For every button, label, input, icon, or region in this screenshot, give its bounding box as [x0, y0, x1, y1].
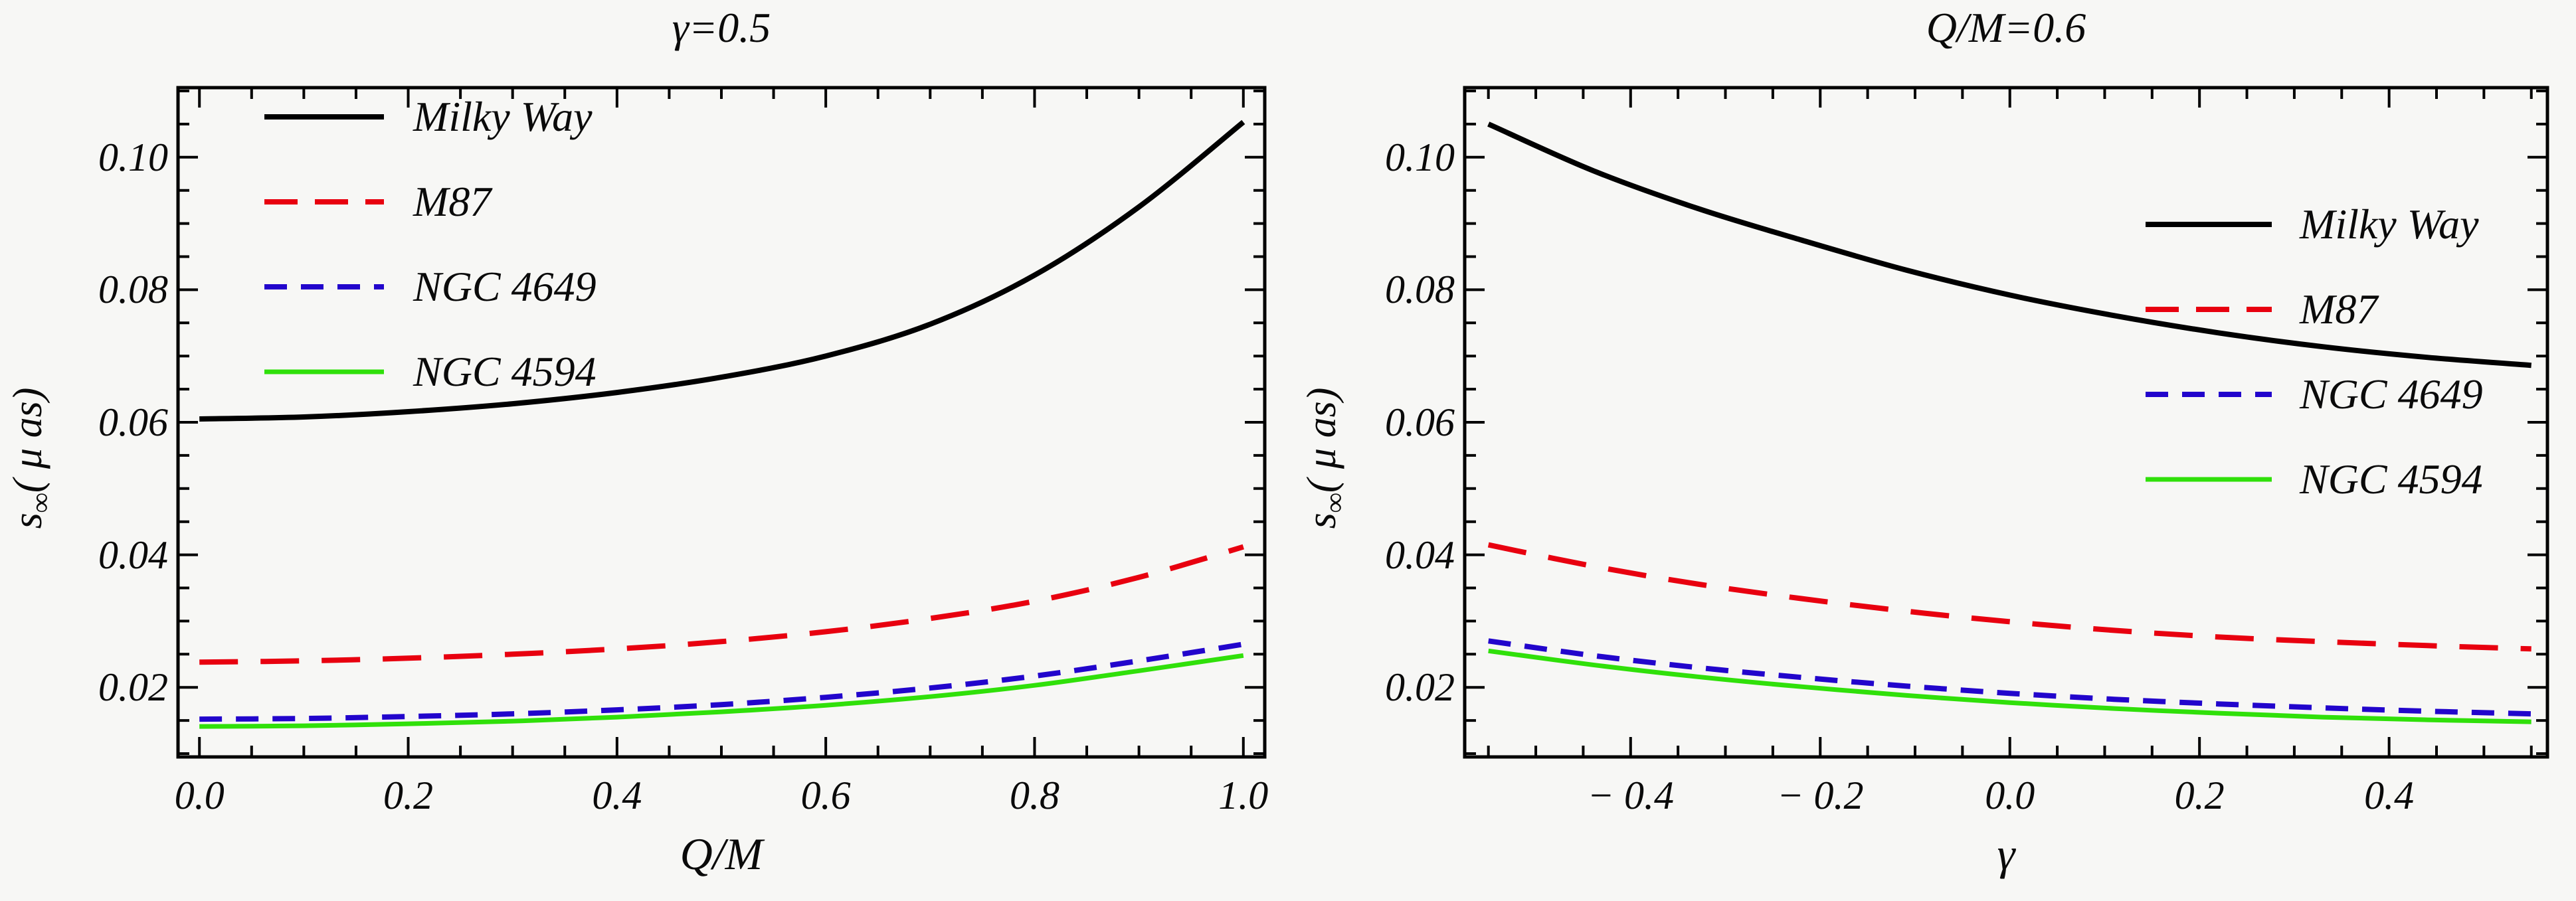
x-tick-label: 0.8	[1009, 774, 1059, 817]
x-tick-label: 0.6	[800, 774, 851, 817]
legend-item-label-ngc-4594: NGC 4594	[2300, 455, 2483, 503]
infinity-subscript: ∞	[25, 493, 57, 513]
legend-item-label-ngc-4594: NGC 4594	[413, 348, 597, 395]
x-tick-label: 0.2	[2174, 774, 2225, 817]
series-curve-ngc-4594	[1488, 648, 2531, 724]
legend-item-label-milky-way: Milky Way	[2300, 201, 2479, 248]
series-curve-milky-way	[199, 120, 1245, 422]
y-tick-label: 0.06	[1385, 400, 1455, 444]
series-curve-ngc-4594	[199, 653, 1244, 729]
plot-frame	[176, 86, 1267, 759]
legend-item-label-ngc-4649: NGC 4649	[413, 263, 597, 310]
x-tick-label: 0.0	[1985, 774, 2035, 817]
x-axis-label-right: γ	[1997, 829, 2015, 879]
y-tick-label: 0.10	[1385, 135, 1455, 179]
x-tick-label: 0.4	[2364, 774, 2415, 817]
x-tick-label: 0.0	[174, 774, 225, 817]
series-curve-m87	[1487, 542, 2531, 652]
y-tick-label: 0.04	[98, 532, 168, 577]
y-tick-label: 0.08	[98, 268, 168, 312]
x-axis-label-left: Q/M	[680, 829, 763, 879]
series-curve-ngc-4649	[199, 641, 1244, 722]
legend-item-label-ngc-4649: NGC 4649	[2300, 370, 2483, 418]
x-tick-label: − 0.4	[1587, 774, 1675, 817]
y-tick-label: 0.02	[1385, 665, 1455, 710]
x-tick-label: − 0.2	[1776, 774, 1864, 817]
y-axis-label-base: s	[1299, 513, 1344, 529]
series-curve-milky-way	[1487, 122, 2532, 369]
legend-item-label-m87: M87	[2300, 286, 2378, 333]
x-tick-label: 0.4	[592, 774, 642, 817]
plot-title-left: γ=0.5	[672, 4, 771, 51]
x-tick-label: 0.2	[383, 774, 434, 817]
plot-title-right: Q/M=0.6	[1926, 4, 2086, 51]
plot-frame	[1463, 86, 2549, 759]
y-tick-label: 0.06	[98, 400, 168, 444]
legend-item-label-m87: M87	[413, 178, 492, 225]
y-tick-label: 0.08	[1385, 268, 1455, 312]
series-curve-m87	[199, 544, 1244, 665]
infinity-subscript: ∞	[1319, 493, 1351, 513]
series-curve-ngc-4649	[1488, 638, 2531, 717]
y-tick-label: 0.02	[98, 665, 168, 710]
y-tick-label: 0.10	[98, 135, 168, 179]
y-tick-label: 0.04	[1385, 532, 1455, 577]
y-axis-label-base: s	[5, 513, 50, 529]
x-tick-label: 1.0	[1218, 774, 1269, 817]
legend-item-label-milky-way: Milky Way	[413, 93, 593, 140]
